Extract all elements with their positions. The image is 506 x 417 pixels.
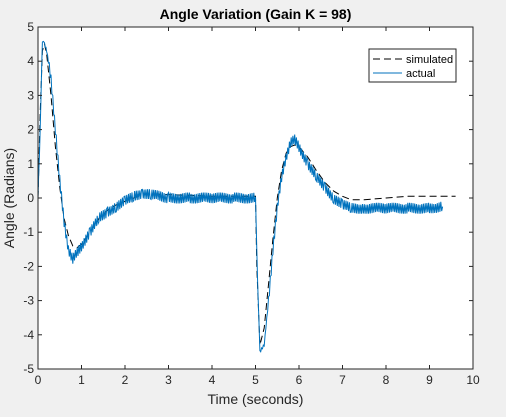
y-tick-label-4: -1 [23,225,34,239]
y-tick-label-6: 1 [27,157,34,171]
x-tick-label-5: 5 [252,373,259,387]
x-tick-label-6: 6 [296,373,303,387]
legend-label-actual: actual [406,68,435,80]
x-tick-label-0: 0 [35,373,42,387]
legend-box [368,48,457,83]
y-tick-label-1: -4 [23,328,34,342]
y-tick-label-3: -2 [23,259,34,273]
y-tick-label-0: -5 [23,362,34,376]
x-tick-label-7: 7 [339,373,346,387]
series-line-actual [37,40,444,353]
y-tick-label-8: 3 [27,88,34,102]
y-tick-label-9: 4 [27,54,34,68]
y-tick-label-5: 0 [27,191,34,205]
x-tick-label-2: 2 [122,373,129,387]
y-tick-label-2: -3 [23,294,34,308]
y-tick-label-10: 5 [27,20,34,34]
x-tick-label-1: 1 [78,373,85,387]
y-axis-label: Angle (Radians) [1,148,17,248]
x-tick-label-8: 8 [383,373,390,387]
x-axis-label: Time (seconds) [208,391,304,407]
chart-title: Angle Variation (Gain K = 98) [160,6,352,22]
x-tick-label-10: 10 [466,373,480,387]
x-tick-label-4: 4 [209,373,216,387]
x-tick-label-9: 9 [426,373,433,387]
y-tick-label-7: 2 [27,123,34,137]
x-tick-label-3: 3 [165,373,172,387]
legend-label-simulated: simulated [406,54,453,66]
legend: simulated actual [368,48,457,83]
